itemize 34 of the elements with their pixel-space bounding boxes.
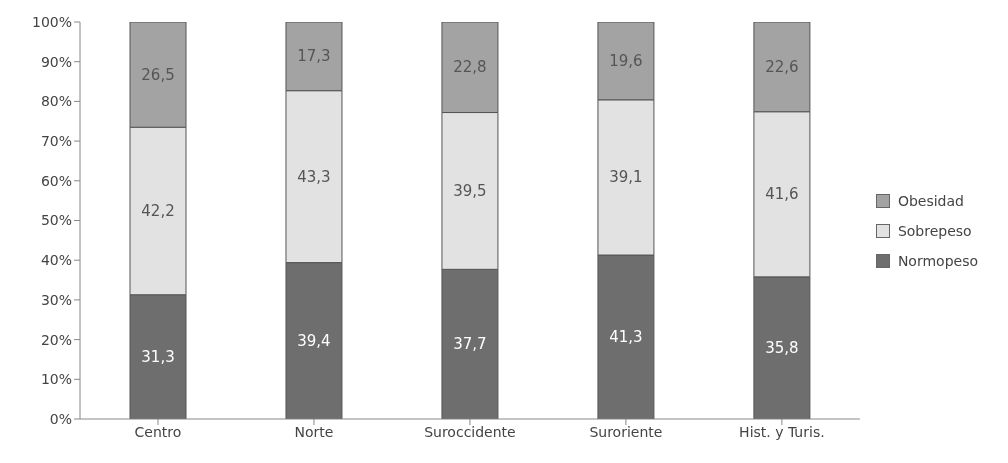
data-label: 43,3 (297, 167, 331, 186)
data-label: 35,8 (765, 338, 799, 357)
y-tick-label: 30% (40, 291, 72, 308)
data-label: 42,2 (141, 201, 175, 220)
x-tick-label: Hist. y Turis. (739, 423, 825, 440)
y-tick-label: 20% (40, 331, 72, 348)
data-label: 31,3 (141, 347, 175, 366)
y-tick-label: 40% (40, 252, 72, 269)
legend-label: Obesidad (897, 192, 964, 209)
data-label: 22,6 (765, 57, 799, 76)
data-label: 41,3 (609, 328, 643, 347)
data-label: 39,4 (297, 331, 331, 350)
data-label: 22,8 (453, 58, 487, 77)
data-label: 39,1 (609, 168, 643, 187)
y-tick-label: 50% (40, 212, 72, 229)
y-tick-label: 10% (40, 371, 72, 388)
x-tick-label: Suroriente (589, 423, 663, 440)
y-tick-label: 60% (40, 172, 72, 189)
y-tick-label: 100% (31, 13, 72, 30)
data-label: 26,5 (141, 65, 175, 84)
y-tick-label: 80% (40, 93, 72, 110)
data-label: 39,5 (453, 181, 487, 200)
x-tick-label: Suroccidente (424, 423, 516, 440)
y-tick-label: 0% (49, 410, 72, 427)
data-label: 17,3 (297, 47, 331, 66)
x-tick-label: Norte (294, 423, 334, 440)
legend-label: Normopeso (897, 252, 978, 269)
data-label: 41,6 (765, 185, 799, 204)
data-label: 37,7 (453, 335, 487, 354)
x-tick-label: Centro (134, 423, 182, 440)
y-tick-label: 90% (40, 53, 72, 70)
data-label: 19,6 (609, 51, 643, 70)
legend-label: Sobrepeso (897, 222, 972, 239)
y-tick-label: 70% (40, 133, 72, 150)
